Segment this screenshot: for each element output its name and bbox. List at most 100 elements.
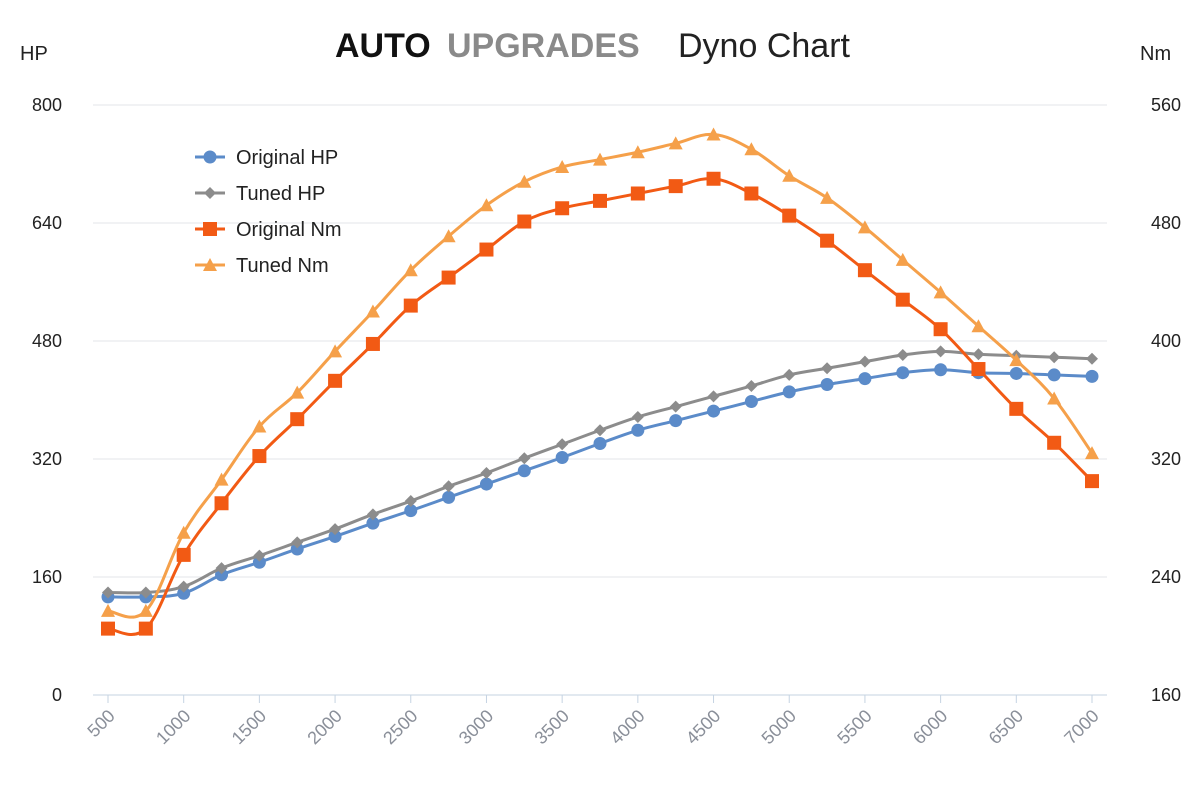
data-point-tuned-hp: [518, 452, 531, 465]
series-tuned-nm: [101, 127, 1099, 619]
data-point-original-hp: [442, 490, 456, 504]
data-point-tuned-hp: [858, 355, 871, 368]
data-point-tuned-nm: [479, 198, 494, 212]
data-point-tuned-hp: [934, 345, 947, 358]
y-right-tick-label: 240: [1151, 567, 1181, 587]
data-point-tuned-nm: [441, 229, 456, 243]
legend-label: Tuned Nm: [236, 255, 329, 277]
data-point-original-nm: [555, 201, 570, 216]
data-point-tuned-hp: [972, 348, 985, 361]
title-brand-upgrades: UPGRADES: [447, 27, 640, 65]
data-point-original-nm: [1009, 401, 1024, 416]
data-point-original-nm: [214, 496, 229, 511]
y-right-axis-title: Nm: [1140, 43, 1171, 65]
data-point-tuned-nm: [593, 152, 607, 166]
x-tick-label: 1000: [152, 706, 194, 748]
data-point-tuned-nm: [820, 190, 835, 204]
x-tick-label: 2500: [379, 706, 421, 748]
data-point-original-nm: [782, 208, 797, 223]
data-point-original-hp: [631, 423, 645, 437]
title-dyno-chart: Dyno Chart: [678, 27, 851, 65]
legend-label: Original HP: [236, 147, 338, 169]
data-point-tuned-hp: [291, 536, 304, 549]
data-point-tuned-nm: [782, 168, 797, 182]
legend-marker: [203, 150, 217, 164]
data-point-original-hp: [896, 366, 910, 380]
x-tick-label: 3000: [455, 706, 497, 748]
data-point-original-hp: [1085, 369, 1099, 383]
y-left-tick-label: 480: [32, 331, 62, 351]
data-point-tuned-nm: [555, 159, 570, 173]
y-right-tick-label: 160: [1151, 685, 1181, 705]
data-point-original-hp: [934, 363, 948, 377]
series-tuned-hp: [102, 345, 1098, 599]
title-brand-auto: AUTO: [335, 27, 431, 65]
data-point-tuned-hp: [669, 400, 682, 413]
data-point-tuned-nm: [706, 127, 721, 141]
data-point-tuned-nm: [290, 385, 305, 399]
data-point-original-nm: [176, 547, 191, 562]
data-point-tuned-nm: [101, 603, 115, 617]
data-point-tuned-nm: [895, 252, 910, 266]
legend-label: Tuned HP: [236, 183, 325, 205]
data-point-tuned-hp: [442, 480, 455, 493]
data-point-tuned-hp: [1048, 351, 1061, 364]
data-point-original-hp: [820, 378, 834, 392]
data-point-tuned-nm: [365, 304, 380, 318]
data-point-original-nm: [630, 186, 645, 201]
x-tick-label: 7000: [1060, 706, 1102, 748]
x-tick-label: 2000: [303, 706, 345, 748]
legend-marker: [204, 187, 216, 199]
data-point-original-nm: [517, 214, 532, 229]
data-point-tuned-hp: [783, 368, 796, 381]
data-point-original-nm: [290, 412, 305, 427]
y-left-axis-title: HP: [20, 43, 48, 65]
data-point-original-nm: [593, 193, 607, 208]
x-tick-label: 4000: [606, 706, 648, 748]
data-point-tuned-hp: [556, 438, 569, 451]
data-point-original-nm: [403, 298, 418, 313]
data-point-original-hp: [479, 477, 493, 491]
data-point-original-hp: [744, 394, 758, 408]
data-point-original-hp: [366, 516, 380, 530]
data-point-original-hp: [1009, 366, 1023, 380]
series-original-hp: [101, 363, 1099, 604]
data-point-tuned-nm: [517, 174, 532, 188]
y-left-tick-label: 640: [32, 213, 62, 233]
data-point-original-hp: [707, 404, 721, 418]
legend: Original HP Tuned HP Original Nm Tuned Nm: [195, 147, 342, 277]
data-point-original-nm: [706, 171, 721, 186]
y-right-tick-label: 480: [1151, 213, 1181, 233]
data-point-tuned-hp: [253, 549, 266, 562]
data-point-original-nm: [441, 270, 456, 285]
legend-label: Original Nm: [236, 219, 342, 241]
data-point-tuned-hp: [480, 467, 493, 480]
data-point-tuned-hp: [102, 586, 114, 599]
y-left-tick-label: 160: [32, 567, 62, 587]
data-point-original-hp: [404, 504, 418, 518]
data-point-tuned-hp: [896, 349, 909, 362]
data-point-original-nm: [365, 336, 380, 351]
legend-item-tuned-nm: Tuned Nm: [195, 255, 329, 277]
data-point-original-nm: [1085, 474, 1099, 489]
data-point-original-hp: [1047, 368, 1061, 382]
data-point-original-hp: [290, 542, 304, 556]
series-lines: [101, 127, 1099, 636]
data-point-tuned-nm: [857, 220, 872, 234]
data-point-tuned-hp: [404, 495, 417, 508]
y-left-tick-label: 800: [32, 95, 62, 115]
data-point-original-nm: [479, 242, 494, 257]
data-point-tuned-hp: [1086, 352, 1098, 365]
data-point-tuned-nm: [933, 285, 948, 299]
data-point-original-hp: [858, 372, 872, 386]
data-point-tuned-nm: [138, 603, 153, 617]
data-point-original-nm: [1047, 435, 1062, 450]
data-point-tuned-hp: [594, 424, 606, 437]
x-tick-label: 1500: [228, 706, 270, 748]
data-point-tuned-nm: [1047, 391, 1062, 405]
data-point-original-nm: [252, 449, 267, 464]
data-point-original-nm: [328, 373, 343, 388]
data-point-tuned-hp: [631, 410, 644, 423]
legend-marker: [203, 222, 217, 236]
